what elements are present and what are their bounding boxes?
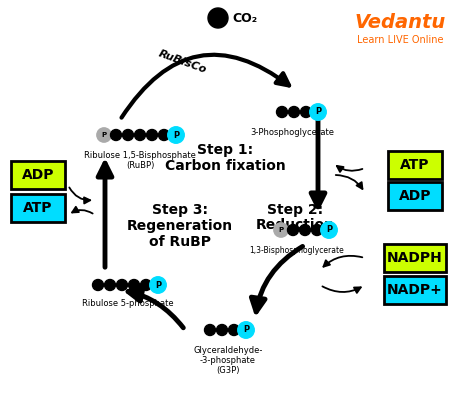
Text: RuBisCo: RuBisCo xyxy=(157,49,209,75)
FancyArrowPatch shape xyxy=(323,256,362,267)
FancyBboxPatch shape xyxy=(11,161,65,189)
FancyBboxPatch shape xyxy=(11,194,65,222)
Text: of RuBP: of RuBP xyxy=(149,235,211,249)
Circle shape xyxy=(117,280,128,291)
FancyBboxPatch shape xyxy=(384,276,446,304)
Text: P: P xyxy=(315,107,321,116)
Circle shape xyxy=(168,127,184,143)
Text: P: P xyxy=(101,132,107,138)
Circle shape xyxy=(289,107,300,118)
Circle shape xyxy=(104,280,116,291)
Text: 3-Phosphoglycerate: 3-Phosphoglycerate xyxy=(250,128,334,137)
Text: Ribulose 1,5-Bisphosphate: Ribulose 1,5-Bisphosphate xyxy=(84,151,196,160)
Circle shape xyxy=(276,107,288,118)
Text: ADP: ADP xyxy=(399,189,431,203)
Circle shape xyxy=(321,222,337,238)
FancyArrowPatch shape xyxy=(128,287,183,328)
FancyBboxPatch shape xyxy=(388,151,442,179)
Text: Carbon fixation: Carbon fixation xyxy=(164,159,285,173)
Circle shape xyxy=(301,107,311,118)
Text: Step 2:: Step 2: xyxy=(267,203,323,217)
Circle shape xyxy=(310,104,326,120)
Text: Step 1:: Step 1: xyxy=(197,143,253,157)
Circle shape xyxy=(311,225,322,236)
Circle shape xyxy=(135,129,146,140)
Text: NADPH: NADPH xyxy=(387,251,443,265)
Circle shape xyxy=(300,225,310,236)
Circle shape xyxy=(217,324,228,335)
Circle shape xyxy=(288,225,299,236)
Text: ATP: ATP xyxy=(400,158,430,172)
Circle shape xyxy=(110,129,121,140)
Text: Ribulose 5-phosphate: Ribulose 5-phosphate xyxy=(82,299,174,308)
Text: Learn LIVE Online: Learn LIVE Online xyxy=(357,35,443,45)
Text: -3-phosphate: -3-phosphate xyxy=(200,356,256,365)
Circle shape xyxy=(204,324,216,335)
Text: Step 3:: Step 3: xyxy=(152,203,208,217)
Text: Glyceraldehyde-: Glyceraldehyde- xyxy=(193,346,263,355)
Circle shape xyxy=(274,223,288,237)
Text: (RuBP): (RuBP) xyxy=(126,161,154,170)
Text: Vedantu: Vedantu xyxy=(355,13,446,31)
Text: P: P xyxy=(278,227,283,233)
Text: P: P xyxy=(243,326,249,335)
Text: P: P xyxy=(155,280,161,289)
Circle shape xyxy=(238,322,254,338)
FancyArrowPatch shape xyxy=(251,246,302,312)
Circle shape xyxy=(140,280,152,291)
Text: NADP+: NADP+ xyxy=(387,283,443,297)
Circle shape xyxy=(128,280,139,291)
FancyBboxPatch shape xyxy=(388,182,442,210)
Circle shape xyxy=(208,8,228,28)
Circle shape xyxy=(150,277,166,293)
Circle shape xyxy=(122,129,134,140)
FancyArrowPatch shape xyxy=(337,166,363,172)
Circle shape xyxy=(97,128,111,142)
Text: Regeneration: Regeneration xyxy=(127,219,233,233)
Circle shape xyxy=(228,324,239,335)
FancyArrowPatch shape xyxy=(69,188,90,204)
FancyArrowPatch shape xyxy=(311,121,325,207)
Text: ADP: ADP xyxy=(22,168,54,182)
Text: Reduction: Reduction xyxy=(255,218,335,232)
FancyArrowPatch shape xyxy=(336,175,363,189)
Circle shape xyxy=(92,280,103,291)
FancyArrowPatch shape xyxy=(121,55,289,118)
Text: P: P xyxy=(326,225,332,234)
Text: CO₂: CO₂ xyxy=(232,11,257,24)
FancyArrowPatch shape xyxy=(72,207,92,214)
Circle shape xyxy=(146,129,157,140)
Text: ATP: ATP xyxy=(23,201,53,215)
Text: (G3P): (G3P) xyxy=(216,366,240,375)
Text: 1,3-Bisphosphoglycerate: 1,3-Bisphosphoglycerate xyxy=(250,246,345,255)
Circle shape xyxy=(158,129,170,140)
FancyArrowPatch shape xyxy=(98,163,112,267)
FancyBboxPatch shape xyxy=(384,244,446,272)
FancyArrowPatch shape xyxy=(322,287,361,293)
Text: P: P xyxy=(173,131,179,140)
